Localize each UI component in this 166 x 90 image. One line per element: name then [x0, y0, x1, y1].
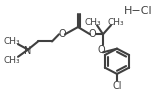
- Text: CH₃: CH₃: [4, 56, 20, 65]
- Text: O: O: [58, 29, 66, 39]
- Text: N: N: [24, 46, 32, 56]
- Text: H−Cl: H−Cl: [124, 6, 152, 16]
- Text: CH₃: CH₃: [85, 18, 101, 27]
- Text: CH₃: CH₃: [4, 37, 20, 46]
- Text: O: O: [88, 29, 96, 39]
- Text: CH₃: CH₃: [108, 18, 124, 27]
- Text: Cl: Cl: [112, 81, 122, 90]
- Text: O: O: [97, 45, 105, 55]
